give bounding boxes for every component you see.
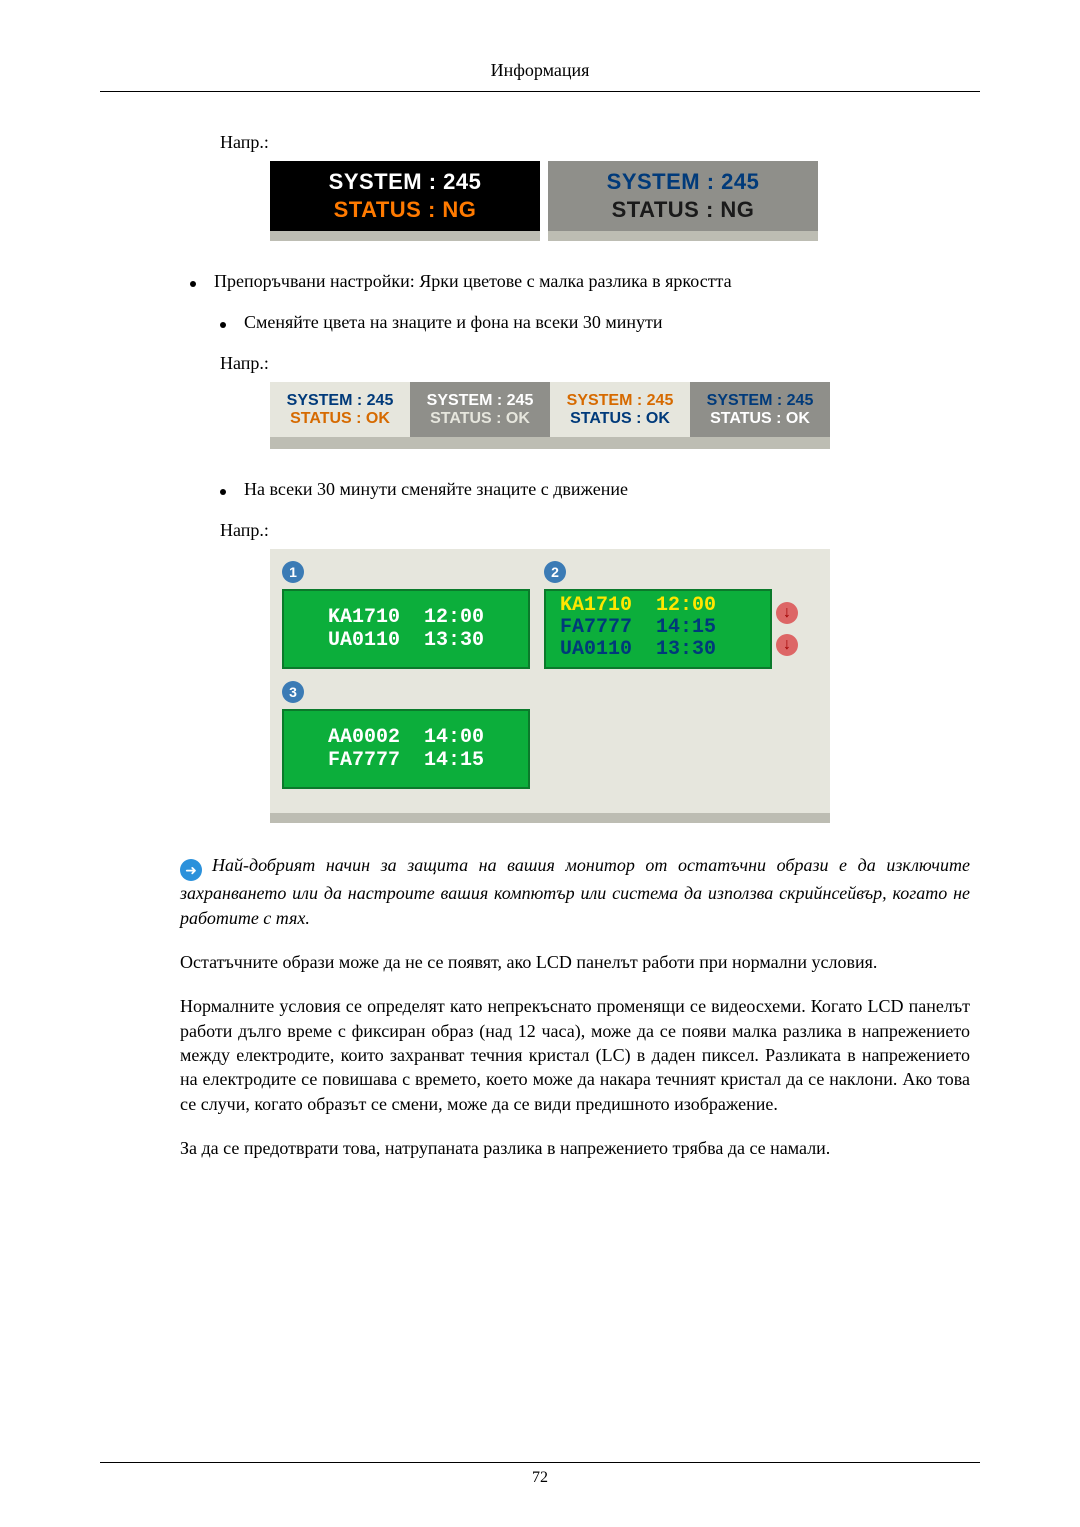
figure2-p1-l1: SYSTEM : 245 (287, 392, 394, 410)
scroll-line-bot: UA0110 13:30 (560, 639, 716, 661)
figure2-p2-l1: SYSTEM : 245 (427, 392, 534, 410)
green-card-1-line1: KA1710 12:00 (328, 606, 484, 629)
figure2-panel-4: SYSTEM : 245 STATUS : OK (690, 382, 830, 437)
figure2-panel-2: SYSTEM : 245 STATUS : OK (410, 382, 550, 437)
badge-3: 3 (282, 681, 304, 703)
bullet-change-motion: На всеки 30 минути сменяйте знаците с дв… (220, 479, 980, 500)
figure3-col-1: 1 KA1710 12:00 UA0110 13:30 (282, 561, 530, 669)
scroll-line-mid1: KA1710 12:00 (560, 595, 716, 617)
arrow-down-icon: ↓ (776, 634, 798, 656)
figure2-panel-1: SYSTEM : 245 STATUS : OK (270, 382, 410, 437)
figure1-panel-a-line1: SYSTEM : 245 (329, 169, 482, 195)
figure2-p2-l2: STATUS : OK (430, 410, 530, 428)
badge-2: 2 (544, 561, 566, 583)
page-footer: 72 (100, 1462, 980, 1487)
figure1-panel-a-line2: STATUS : NG (334, 197, 477, 223)
bullet-dot-icon (220, 322, 226, 328)
figure2-p4-l2: STATUS : OK (710, 410, 810, 428)
example-label-1: Напр.: (220, 132, 980, 153)
example-label-3: Напр.: (220, 520, 980, 541)
figure-3: 1 KA1710 12:00 UA0110 13:30 2 AA0002 14:… (270, 549, 830, 823)
figure2-p4-l1: SYSTEM : 245 (707, 392, 814, 410)
tip-paragraph: ➜Най-добрият начин за защита на вашия мо… (180, 853, 970, 930)
figure1-panel-a: SYSTEM : 245 STATUS : NG (270, 161, 540, 241)
figure1-panel-b: SYSTEM : 245 STATUS : NG (548, 161, 818, 241)
figure2-p3-l2: STATUS : OK (570, 410, 670, 428)
tip-arrow-icon: ➜ (180, 859, 202, 881)
page-number: 72 (532, 1469, 548, 1486)
figure1-panel-b-line2: STATUS : NG (612, 197, 755, 223)
badge-1: 1 (282, 561, 304, 583)
green-card-2-scrolling: AA0002 14:00 KA1710 12:00 FA7777 14:15 U… (544, 589, 772, 669)
scroll-arrows: ↓ ↓ (776, 589, 798, 669)
figure2-p1-l2: STATUS : OK (290, 410, 390, 428)
bullet-change-colors-text: Сменяйте цвета на знаците и фона на всек… (244, 312, 663, 333)
scroll-line-mid2: FA7777 14:15 (560, 617, 716, 639)
bullet-change-motion-text: На всеки 30 минути сменяйте знаците с дв… (244, 479, 628, 500)
bullet-recommended-text: Препоръчвани настройки: Ярки цветове с м… (214, 271, 732, 292)
example-label-2: Напр.: (220, 353, 980, 374)
green-card-1: KA1710 12:00 UA0110 13:30 (282, 589, 530, 669)
green-card-1-line2: UA0110 13:30 (328, 629, 484, 652)
figure3-col-2: 2 AA0002 14:00 KA1710 12:00 FA7777 14:15… (544, 561, 798, 669)
green-card-3-line1: AA0002 14:00 (328, 726, 484, 749)
bullet-dot-icon (190, 281, 196, 287)
bullet-recommended: Препоръчвани настройки: Ярки цветове с м… (190, 271, 980, 292)
figure2-p3-l1: SYSTEM : 245 (567, 392, 674, 410)
green-card-3: AA0002 14:00 FA7777 14:15 (282, 709, 530, 789)
figure1-panel-b-line1: SYSTEM : 245 (607, 169, 760, 195)
paragraph-1: Остатъчните образи може да не се появят,… (180, 950, 970, 974)
bullet-change-colors: Сменяйте цвета на знаците и фона на всек… (220, 312, 980, 333)
green-card-3-line2: FA7777 14:15 (328, 749, 484, 772)
figure-1: SYSTEM : 245 STATUS : NG SYSTEM : 245 ST… (270, 161, 980, 241)
figure3-col-3: 3 AA0002 14:00 FA7777 14:15 (282, 681, 530, 789)
figure-2: SYSTEM : 245 STATUS : OK SYSTEM : 245 ST… (270, 382, 830, 449)
paragraph-3: За да се предотврати това, натрупаната р… (180, 1136, 970, 1160)
arrow-down-icon: ↓ (776, 602, 798, 624)
figure2-panel-3: SYSTEM : 245 STATUS : OK (550, 382, 690, 437)
tip-text: Най-добрият начин за защита на вашия мон… (180, 855, 970, 928)
page-header: Информация (100, 60, 980, 92)
bullet-dot-icon (220, 489, 226, 495)
paragraph-2: Нормалните условия се определят като неп… (180, 994, 970, 1115)
